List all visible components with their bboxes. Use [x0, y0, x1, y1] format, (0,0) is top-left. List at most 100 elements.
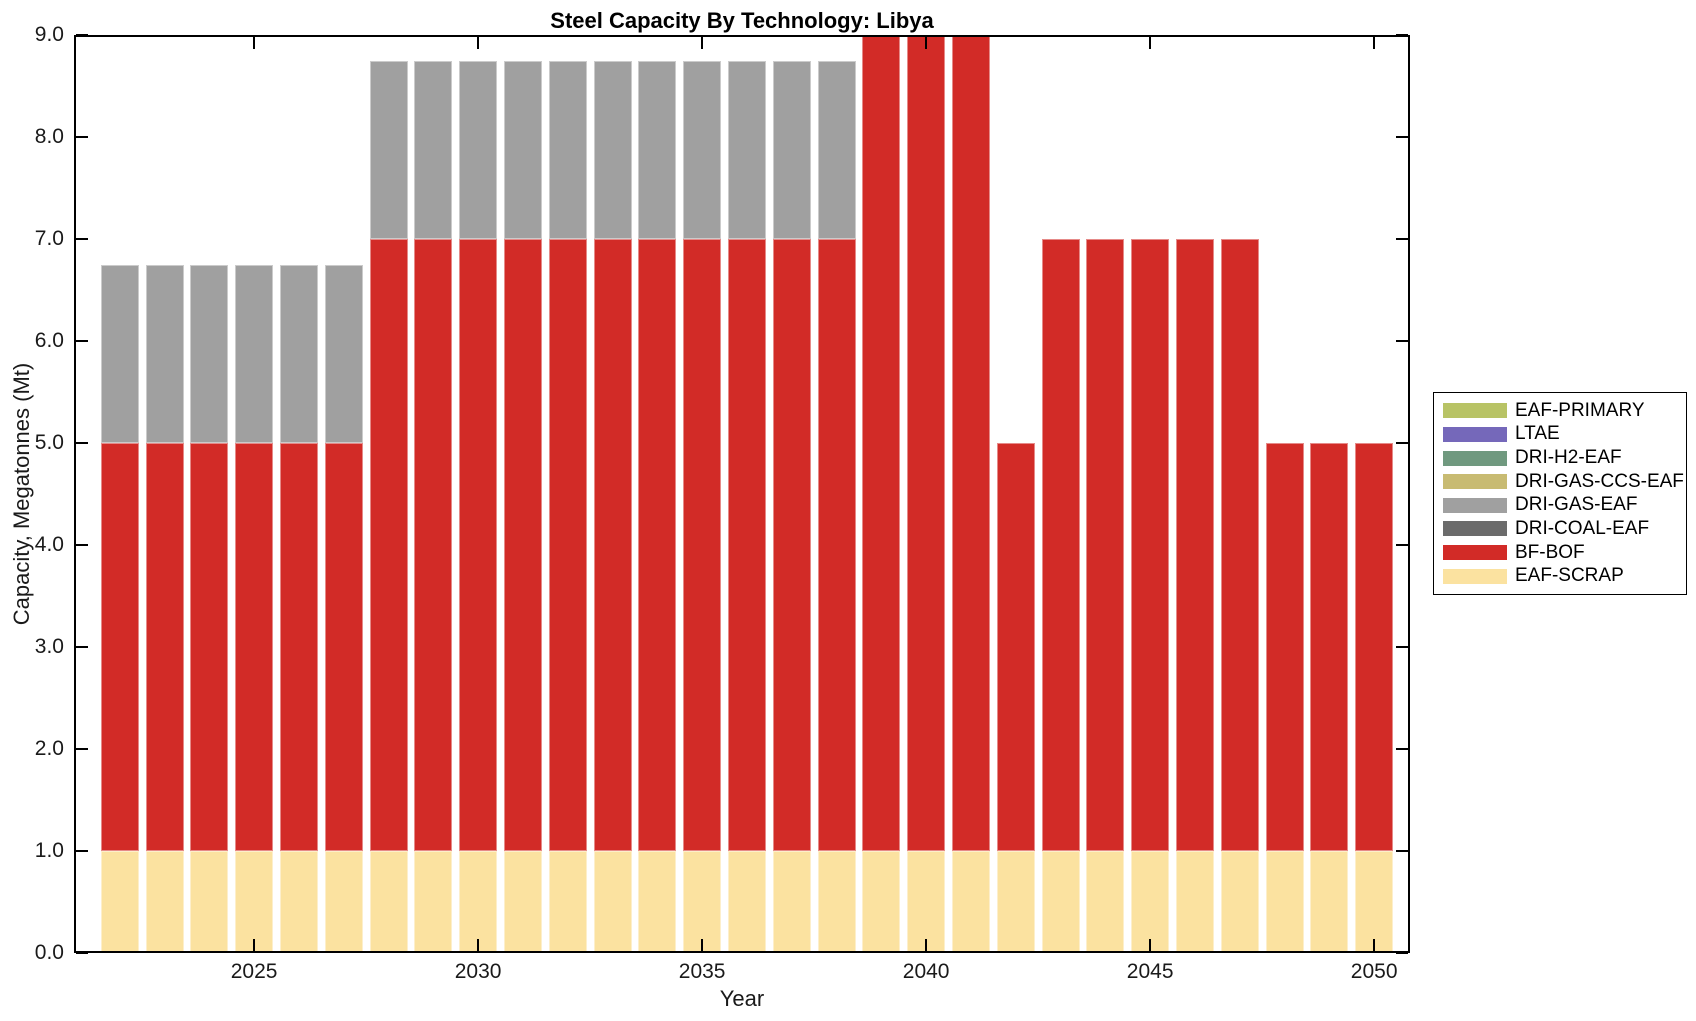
legend-swatch-dri-coal-eaf: [1443, 521, 1507, 537]
bar-segment-eaf-scrap-2050: [1355, 851, 1394, 953]
bar-segment-bf-bof-2047: [1220, 239, 1259, 851]
bar-segment-eaf-scrap-2031: [503, 851, 542, 953]
bar-segment-bf-bof-2043: [1041, 239, 1080, 851]
legend-item-ltae: LTAE: [1443, 423, 1686, 445]
bar-segment-bf-bof-2024: [190, 443, 229, 851]
bar-segment-bf-bof-2046: [1175, 239, 1214, 851]
plot-area: [74, 35, 1410, 953]
y-axis-tick-1.0: [76, 850, 88, 852]
x-tick-label-2025: 2025: [230, 960, 278, 983]
x-axis-tick-2040: [925, 939, 928, 951]
bar-segment-eaf-scrap-2028: [369, 851, 408, 953]
y-axis-tick-5.0: [76, 442, 88, 444]
y-axis-right-tick-2.0: [1396, 748, 1408, 750]
bar-segment-dri-gas-eaf-2026: [279, 264, 318, 443]
x-axis-top-tick-2030: [477, 37, 480, 49]
legend-item-dri-coal-eaf: DRI-COAL-EAF: [1443, 518, 1686, 540]
bar-segment-bf-bof-2036: [727, 239, 766, 851]
bar-segment-bf-bof-2028: [369, 239, 408, 851]
bar-segment-bf-bof-2048: [1265, 443, 1304, 851]
x-tick-label-2030: 2030: [454, 960, 502, 983]
bar-segment-bf-bof-2027: [324, 443, 363, 851]
bar-segment-eaf-scrap-2029: [414, 851, 453, 953]
bar-segment-eaf-scrap-2025: [235, 851, 274, 953]
y-axis-right-tick-8.0: [1396, 136, 1408, 138]
bar-segment-dri-gas-eaf-2033: [593, 60, 632, 239]
bar-segment-eaf-scrap-2042: [996, 851, 1035, 953]
bar-segment-bf-bof-2032: [548, 239, 587, 851]
bar-segment-eaf-scrap-2024: [190, 851, 229, 953]
bar-segment-eaf-scrap-2038: [817, 851, 856, 953]
y-tick-label-7.0: 7.0: [34, 227, 64, 250]
y-axis-right-tick-4.0: [1396, 544, 1408, 546]
y-axis-tick-9.0: [76, 34, 88, 36]
y-axis-tick-2.0: [76, 748, 88, 750]
bars-layer: [74, 35, 1410, 953]
bar-segment-bf-bof-2050: [1355, 443, 1394, 851]
y-tick-label-0.0: 0.0: [34, 941, 64, 964]
legend-label-bf-bof: BF-BOF: [1515, 541, 1585, 563]
bar-segment-bf-bof-2039: [862, 35, 901, 851]
legend-item-eaf-scrap: EAF-SCRAP: [1443, 565, 1686, 587]
bar-segment-dri-gas-eaf-2037: [772, 60, 811, 239]
y-axis-tick-7.0: [76, 238, 88, 240]
y-axis-right-tick-1.0: [1396, 850, 1408, 852]
bar-segment-bf-bof-2030: [459, 239, 498, 851]
chart-title: Steel Capacity By Technology: Libya: [550, 8, 934, 33]
y-axis-right-tick-5.0: [1396, 442, 1408, 444]
bar-segment-eaf-scrap-2043: [1041, 851, 1080, 953]
y-tick-label-2.0: 2.0: [34, 737, 64, 760]
bar-segment-eaf-scrap-2046: [1175, 851, 1214, 953]
y-tick-label-1.0: 1.0: [34, 839, 64, 862]
y-tick-label-8.0: 8.0: [34, 125, 64, 148]
y-axis-right-tick-3.0: [1396, 646, 1408, 648]
legend-label-dri-gas-eaf: DRI-GAS-EAF: [1515, 494, 1638, 516]
x-axis-top-tick-2040: [925, 37, 928, 49]
bar-segment-dri-gas-eaf-2028: [369, 60, 408, 239]
bar-segment-eaf-scrap-2045: [1131, 851, 1170, 953]
bar-segment-bf-bof-2044: [1086, 239, 1125, 851]
bar-segment-eaf-scrap-2033: [593, 851, 632, 953]
bar-segment-eaf-scrap-2034: [638, 851, 677, 953]
x-axis-tick-2045: [1149, 939, 1152, 951]
bar-segment-bf-bof-2035: [683, 239, 722, 851]
legend-label-dri-coal-eaf: DRI-COAL-EAF: [1515, 517, 1650, 539]
bar-segment-eaf-scrap-2032: [548, 851, 587, 953]
x-axis-tick-2035: [701, 939, 704, 951]
x-tick-label-2035: 2035: [678, 960, 726, 983]
bar-segment-bf-bof-2042: [996, 443, 1035, 851]
legend-item-dri-gas-ccs-eaf: DRI-GAS-CCS-EAF: [1443, 471, 1686, 493]
bar-segment-dri-gas-eaf-2036: [727, 60, 766, 239]
y-axis-right-tick-9.0: [1396, 34, 1408, 36]
legend-swatch-eaf-scrap: [1443, 568, 1507, 584]
legend-swatch-bf-bof: [1443, 545, 1507, 561]
bar-segment-bf-bof-2049: [1310, 443, 1349, 851]
legend-label-ltae: LTAE: [1515, 423, 1560, 445]
y-axis-label-text: Capacity, Megatonnes (Mt): [9, 362, 34, 626]
legend: EAF-PRIMARY LTAE DRI-H2-EAF DRI-GAS-CCS-EAF…: [1433, 392, 1687, 595]
bar-segment-bf-bof-2025: [235, 443, 274, 851]
y-tick-label-9.0: 9.0: [34, 23, 64, 46]
bar-segment-eaf-scrap-2022: [100, 851, 139, 953]
bar-segment-bf-bof-2045: [1131, 239, 1170, 851]
bar-segment-dri-gas-eaf-2022: [100, 264, 139, 443]
y-axis-tick-4.0: [76, 544, 88, 546]
bar-segment-bf-bof-2041: [951, 35, 990, 851]
x-tick-label-2050: 2050: [1350, 960, 1398, 983]
bar-segment-dri-gas-eaf-2031: [503, 60, 542, 239]
legend-label-dri-gas-ccs-eaf: DRI-GAS-CCS-EAF: [1515, 470, 1684, 492]
x-tick-label-2040: 2040: [902, 960, 950, 983]
y-tick-label-4.0: 4.0: [34, 533, 64, 556]
bar-segment-dri-gas-eaf-2035: [683, 60, 722, 239]
bar-segment-eaf-scrap-2041: [951, 851, 990, 953]
bar-segment-eaf-scrap-2048: [1265, 851, 1304, 953]
x-axis-top-tick-2035: [701, 37, 704, 49]
bar-segment-bf-bof-2026: [279, 443, 318, 851]
bar-segment-eaf-scrap-2047: [1220, 851, 1259, 953]
bar-segment-dri-gas-eaf-2023: [145, 264, 184, 443]
y-axis-tick-6.0: [76, 340, 88, 342]
x-axis-top-tick-2025: [253, 37, 256, 49]
y-axis-tick-0.0: [76, 952, 88, 954]
bar-segment-eaf-scrap-2049: [1310, 851, 1349, 953]
bar-segment-dri-gas-eaf-2027: [324, 264, 363, 443]
